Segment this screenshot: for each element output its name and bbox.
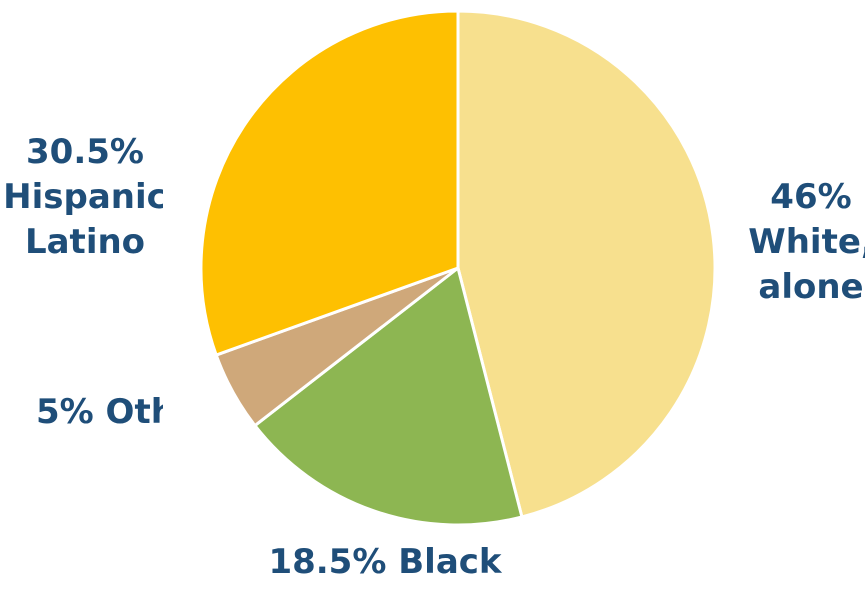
label-hispanic-pct: 30.5% bbox=[26, 132, 144, 172]
label-other-text: 5% Other bbox=[36, 392, 163, 432]
pie-slice-white-alone bbox=[456, 9, 717, 519]
label-white-line3: alone bbox=[758, 267, 864, 307]
label-hispanic-line3: Latino bbox=[24, 222, 146, 262]
label-hispanic: 30.5% Hispanic Latino bbox=[0, 130, 163, 265]
pie-slice-black bbox=[253, 266, 524, 527]
label-hispanic-line2: Hispanic bbox=[3, 177, 163, 217]
label-white-line2: White, bbox=[748, 222, 865, 262]
label-white-pct: 46% bbox=[770, 177, 852, 217]
label-white: 46% White, alone bbox=[736, 175, 865, 310]
pie-slice-hispanic-latino bbox=[199, 9, 460, 357]
label-black-text: 18.5% Black bbox=[268, 542, 502, 582]
label-other: 5% Other bbox=[0, 390, 163, 435]
label-black: 18.5% Black bbox=[250, 540, 520, 585]
